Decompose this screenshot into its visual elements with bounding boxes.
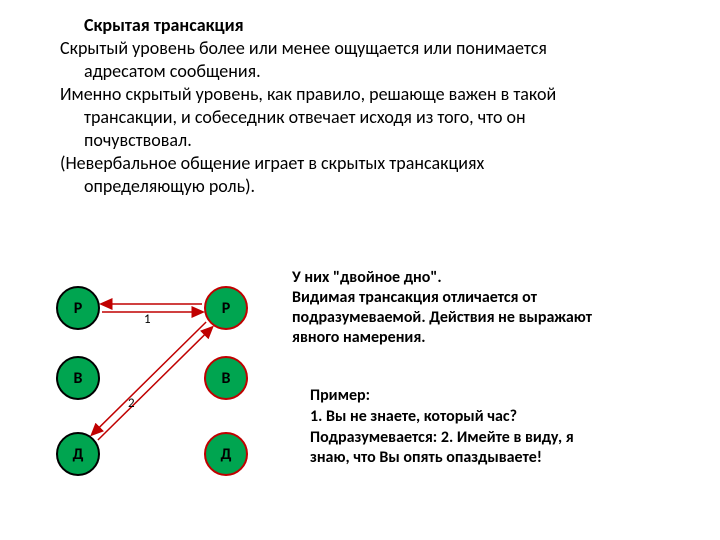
transaction-diagram: Р В Д Р В Д 1 2 xyxy=(36,268,266,518)
anno1-l1: У них "двойное дно". xyxy=(292,268,442,287)
para1-line1: Скрытый уровень более или менее ощущаетс… xyxy=(60,37,547,59)
node-label: Р xyxy=(222,299,231,318)
node-left-adult: В xyxy=(56,356,100,400)
edge-label: 1 xyxy=(144,312,151,327)
para2-line1: Именно скрытый уровень, как правило, реш… xyxy=(60,83,556,105)
node-right-parent: Р xyxy=(204,286,248,330)
node-right-child: Д xyxy=(204,432,248,476)
node-left-parent: Р xyxy=(56,286,100,330)
node-right-adult: В xyxy=(204,356,248,400)
node-label: Р xyxy=(74,299,83,318)
title: Скрытая трансакция xyxy=(60,14,680,37)
anno2-l2: 1. Вы не знаете, который час? xyxy=(310,407,517,426)
para1-line2: адресатом сообщения. xyxy=(60,60,680,83)
para3-line2: определяющую роль). xyxy=(60,175,680,198)
node-label: В xyxy=(74,369,83,388)
edge-label: 2 xyxy=(128,396,135,411)
anno1-l3: подразумеваемой. Действия не выражают xyxy=(292,308,592,327)
annotation-block-1: У них "двойное дно". Видимая трансакция … xyxy=(292,268,692,348)
anno2-l4: знаю, что Вы опять опаздываете! xyxy=(310,448,542,467)
node-left-child: Д xyxy=(56,432,100,476)
edge-arrow xyxy=(92,322,206,434)
anno2-l1: Пример: xyxy=(310,386,370,405)
para3-line1: (Невербальное общение играет в скрытых т… xyxy=(60,152,484,174)
node-label: Д xyxy=(73,445,84,464)
anno1-l4: явного намерения. xyxy=(292,328,426,347)
anno1-l2: Видимая трансакция отличается от xyxy=(292,288,537,307)
node-label: В xyxy=(222,369,231,388)
node-label: Д xyxy=(221,445,232,464)
anno2-l3: Подразумевается: 2. Имейте в виду, я xyxy=(310,428,574,447)
main-text: Скрытая трансакция Скрытый уровень более… xyxy=(60,14,680,198)
edge-arrow xyxy=(98,328,212,440)
annotation-block-2: Пример: 1. Вы не знаете, который час? По… xyxy=(310,386,700,469)
para2-line3: почувствовал. xyxy=(60,129,680,152)
para2-line2: трансакции, и собеседник отвечает исходя… xyxy=(60,106,680,129)
